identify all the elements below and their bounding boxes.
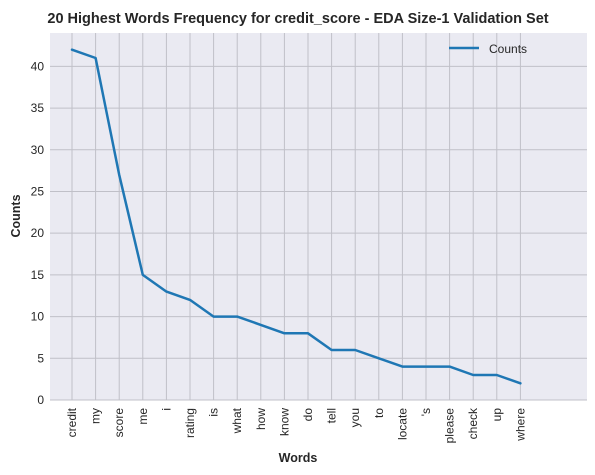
series-line-counts — [70, 48, 522, 385]
x-tick-labels: credit my score me i rating is what how know do tel… — [65, 407, 527, 443]
y-tick-label: 15 — [31, 268, 45, 282]
x-tick-label: tell — [325, 408, 339, 423]
x-tick-label: score — [112, 408, 126, 438]
legend: Counts — [449, 42, 527, 56]
x-gridlines — [71, 33, 521, 400]
x-tick-label: me — [136, 408, 150, 425]
y-tick-labels: 0 5 10 15 20 25 30 35 40 — [31, 59, 45, 407]
x-tick-label: to — [372, 408, 386, 418]
x-tick-label: locate — [395, 408, 409, 440]
y-tick-label: 0 — [37, 393, 44, 407]
x-tick-label: know — [277, 408, 291, 436]
x-tick-label: 's — [419, 408, 433, 416]
plot-area — [50, 33, 587, 400]
x-tick-label: credit — [65, 407, 79, 437]
y-tick-label: 10 — [31, 310, 45, 324]
chart-title: 20 Highest Words Frequency for credit_sc… — [47, 11, 548, 27]
x-tick-label: rating — [183, 408, 197, 438]
y-tick-label: 30 — [31, 143, 45, 157]
y-tick-label: 40 — [31, 59, 45, 73]
x-tick-label: you — [348, 408, 362, 427]
x-tick-label: how — [254, 408, 268, 430]
series-layer — [70, 48, 522, 385]
y-tick-label: 35 — [31, 101, 45, 115]
x-tick-label: where — [513, 408, 527, 442]
legend-label: Counts — [489, 42, 527, 56]
x-tick-label: what — [230, 407, 244, 434]
x-tick-label: is — [207, 408, 221, 417]
x-tick-label: i — [159, 408, 173, 411]
y-gridlines — [50, 65, 587, 401]
x-tick-label: up — [490, 408, 504, 422]
x-tick-label: please — [443, 408, 457, 444]
x-tick-label: do — [301, 408, 315, 422]
y-axis-label: Counts — [9, 194, 23, 237]
x-tick-label: check — [466, 407, 480, 439]
x-axis-label: Words — [279, 451, 318, 465]
y-tick-label: 25 — [31, 184, 45, 198]
x-tick-label: my — [89, 408, 103, 424]
y-tick-label: 20 — [31, 226, 45, 240]
y-tick-label: 5 — [37, 351, 44, 365]
